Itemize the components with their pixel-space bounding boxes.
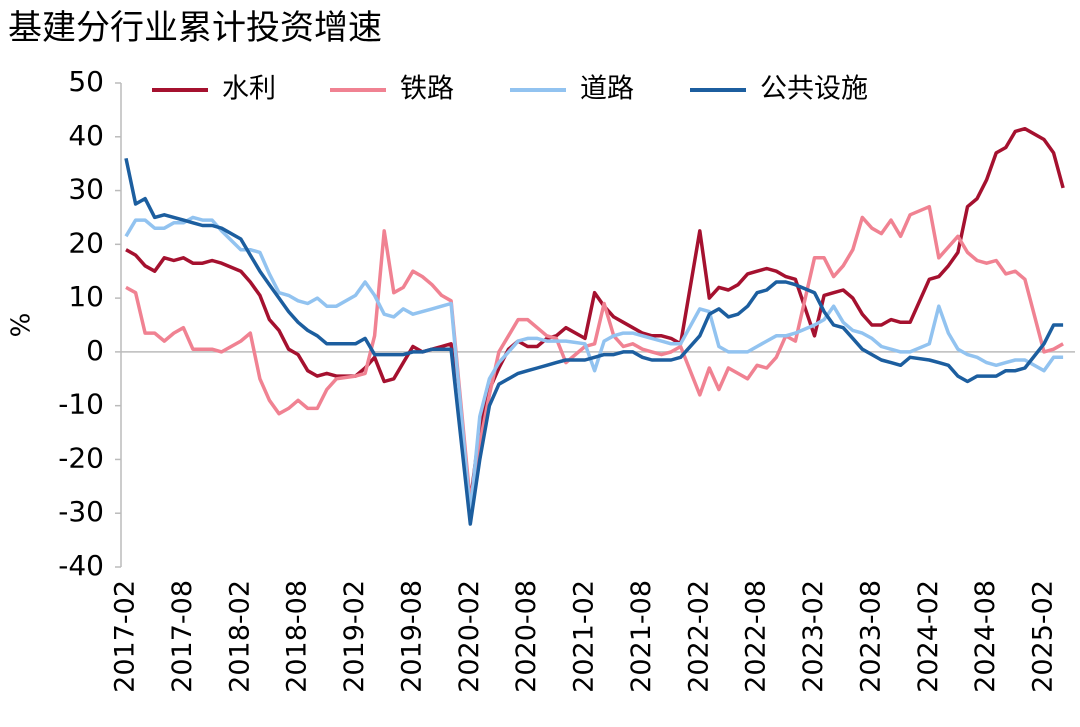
legend-label: 水利 (222, 74, 276, 105)
legend-label: 公共设施 (760, 74, 868, 105)
series-line (124, 157, 1064, 526)
legend-label: 铁路 (400, 74, 454, 105)
y-tick-label: -10 (58, 388, 104, 421)
y-tick-label: 0 (86, 334, 104, 367)
series-line (124, 215, 1064, 515)
x-tick-label: 2017-02 (110, 580, 141, 693)
y-tick-label: -20 (58, 441, 104, 474)
x-tick-label: 2024-08 (970, 580, 1001, 693)
x-tick-label: 2019-08 (396, 580, 427, 693)
y-tick-label: 40 (68, 119, 104, 152)
x-tick-label: 2018-08 (282, 580, 313, 693)
x-tick-label: 2017-08 (167, 580, 198, 693)
series-line (125, 126, 1065, 505)
y-tick-label: -40 (58, 549, 104, 582)
y-tick-label: 50 (68, 65, 104, 98)
x-tick-label: 2018-02 (224, 580, 255, 693)
y-tick-label: 10 (68, 280, 104, 313)
series-line (125, 204, 1064, 505)
x-tick-label: 2023-02 (798, 580, 829, 693)
x-tick-label: 2021-02 (569, 580, 600, 693)
x-tick-label: 2023-08 (855, 580, 886, 693)
legend-label: 道路 (580, 74, 634, 105)
y-tick-label: -30 (58, 495, 104, 528)
y-axis-label: % (7, 313, 37, 338)
y-tick-label: 20 (68, 226, 104, 259)
x-tick-label: 2025-02 (1028, 580, 1059, 693)
x-tick-label: 2022-08 (741, 580, 772, 693)
chart-title: 基建分行业累计投资增速 (8, 8, 382, 48)
x-tick-label: 2019-02 (339, 580, 370, 693)
x-tick-label: 2024-02 (913, 580, 944, 693)
y-tick-label: 30 (68, 173, 104, 206)
x-tick-label: 2022-02 (683, 580, 714, 693)
x-tick-label: 2021-08 (626, 580, 657, 693)
x-tick-label: 2020-02 (454, 580, 485, 693)
x-tick-label: 2020-08 (511, 580, 542, 693)
